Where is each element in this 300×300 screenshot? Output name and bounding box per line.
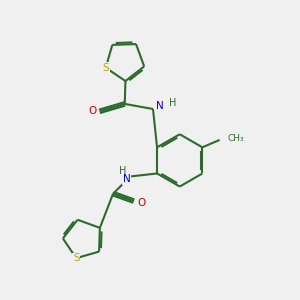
Text: H: H bbox=[169, 98, 176, 108]
Text: N: N bbox=[123, 174, 130, 184]
Text: CH₃: CH₃ bbox=[227, 134, 244, 143]
Text: O: O bbox=[89, 106, 97, 116]
Text: H: H bbox=[119, 166, 127, 176]
Text: S: S bbox=[102, 63, 109, 73]
Text: S: S bbox=[73, 253, 80, 263]
Text: N: N bbox=[156, 101, 164, 111]
Text: O: O bbox=[137, 199, 146, 208]
